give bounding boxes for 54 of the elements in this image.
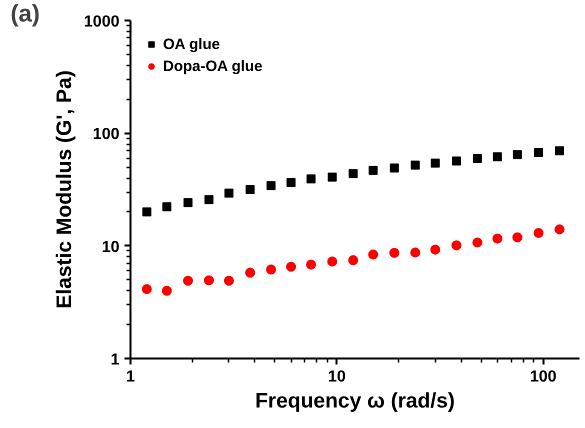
point (204, 195, 214, 204)
point (142, 207, 152, 216)
point (512, 232, 522, 242)
point (368, 166, 378, 175)
point (162, 202, 172, 212)
y-tick-label: 10 (102, 238, 120, 256)
point (452, 156, 461, 166)
x-tick-label: 1 (126, 368, 136, 386)
point (306, 260, 316, 270)
point (327, 256, 338, 266)
point (512, 150, 522, 160)
point (430, 244, 440, 255)
y-tick-label: 1000 (84, 14, 120, 30)
y-axis-title: Elastic Modulus (G', Pa) (52, 70, 76, 309)
point (534, 148, 544, 158)
y-tick-label: 100 (92, 126, 120, 144)
point (162, 286, 172, 296)
point (348, 255, 358, 266)
point (430, 158, 440, 168)
point (224, 276, 234, 286)
point (389, 248, 400, 258)
point (554, 224, 565, 234)
text: (a) (10, 0, 40, 28)
legend-label: OA glue (163, 36, 220, 52)
point (306, 174, 316, 184)
point (204, 275, 214, 286)
point (348, 169, 358, 178)
point (142, 284, 152, 294)
point (286, 178, 296, 187)
point (410, 160, 420, 170)
point (266, 181, 276, 190)
point (555, 146, 564, 156)
x-tick-label: 10 (328, 368, 346, 386)
point (328, 172, 337, 182)
y-tick-label: 1 (110, 352, 120, 368)
point (184, 198, 193, 208)
point (410, 247, 420, 258)
point (451, 240, 462, 250)
point (224, 188, 234, 198)
point (286, 262, 296, 272)
point (368, 250, 378, 260)
x-axis-title: Frequency ω (rad/s) (255, 390, 455, 412)
point (266, 264, 276, 275)
point (492, 234, 502, 244)
point (390, 163, 399, 172)
point (472, 238, 482, 248)
point (492, 152, 502, 162)
point (472, 154, 482, 163)
point (534, 228, 544, 238)
point (183, 276, 194, 286)
point (246, 185, 255, 194)
legend-label: Dopa-OA glue (163, 58, 262, 74)
x-tick-label: 100 (530, 368, 557, 386)
point (245, 268, 256, 278)
